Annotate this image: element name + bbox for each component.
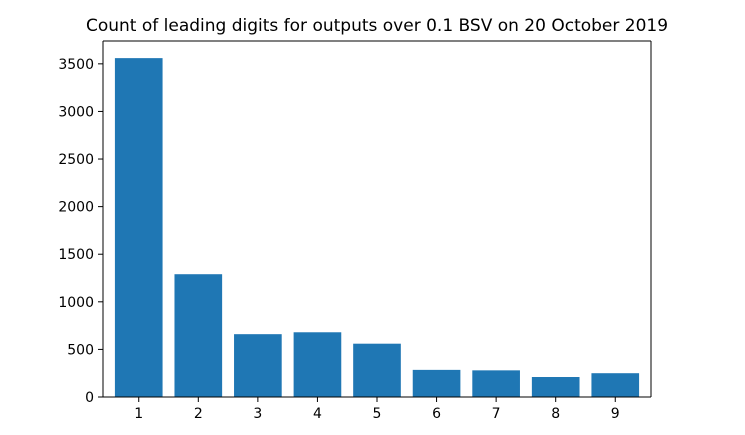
bar-4 <box>293 332 342 397</box>
bar-7 <box>472 370 520 397</box>
bar-2 <box>174 274 223 397</box>
x-tick-label-6: 6 <box>432 406 441 422</box>
bar-3 <box>234 334 282 397</box>
y-tick-label-3000: 3000 <box>58 104 94 120</box>
chart-title: Count of leading digits for outputs over… <box>86 16 668 36</box>
x-tick-label-8: 8 <box>551 406 560 422</box>
y-tick-label-500: 500 <box>67 342 94 358</box>
x-tick-label-9: 9 <box>611 406 620 422</box>
bar-8 <box>531 377 580 397</box>
bar-1 <box>114 58 163 397</box>
bar-6 <box>412 369 461 397</box>
x-tick-label-2: 2 <box>194 406 203 422</box>
y-tick-label-3500: 3500 <box>58 57 94 73</box>
x-tick-label-3: 3 <box>253 406 262 422</box>
bar-5 <box>353 343 401 397</box>
y-tick-label-0: 0 <box>85 390 94 406</box>
bar-9 <box>591 373 640 397</box>
y-tick-label-1000: 1000 <box>58 295 94 311</box>
y-tick-label-1500: 1500 <box>58 247 94 263</box>
y-tick-label-2500: 2500 <box>58 152 94 168</box>
plot-area: 1 2 3 4 5 6 7 8 9 0 500 1000 1500 2000 2500 3000 3500 <box>58 40 652 422</box>
x-tick-label-5: 5 <box>373 406 382 422</box>
x-tick-label-7: 7 <box>492 406 501 422</box>
x-tick-label-1: 1 <box>134 406 143 422</box>
x-tick-label-4: 4 <box>313 406 322 422</box>
y-tick-label-2000: 2000 <box>58 200 94 216</box>
